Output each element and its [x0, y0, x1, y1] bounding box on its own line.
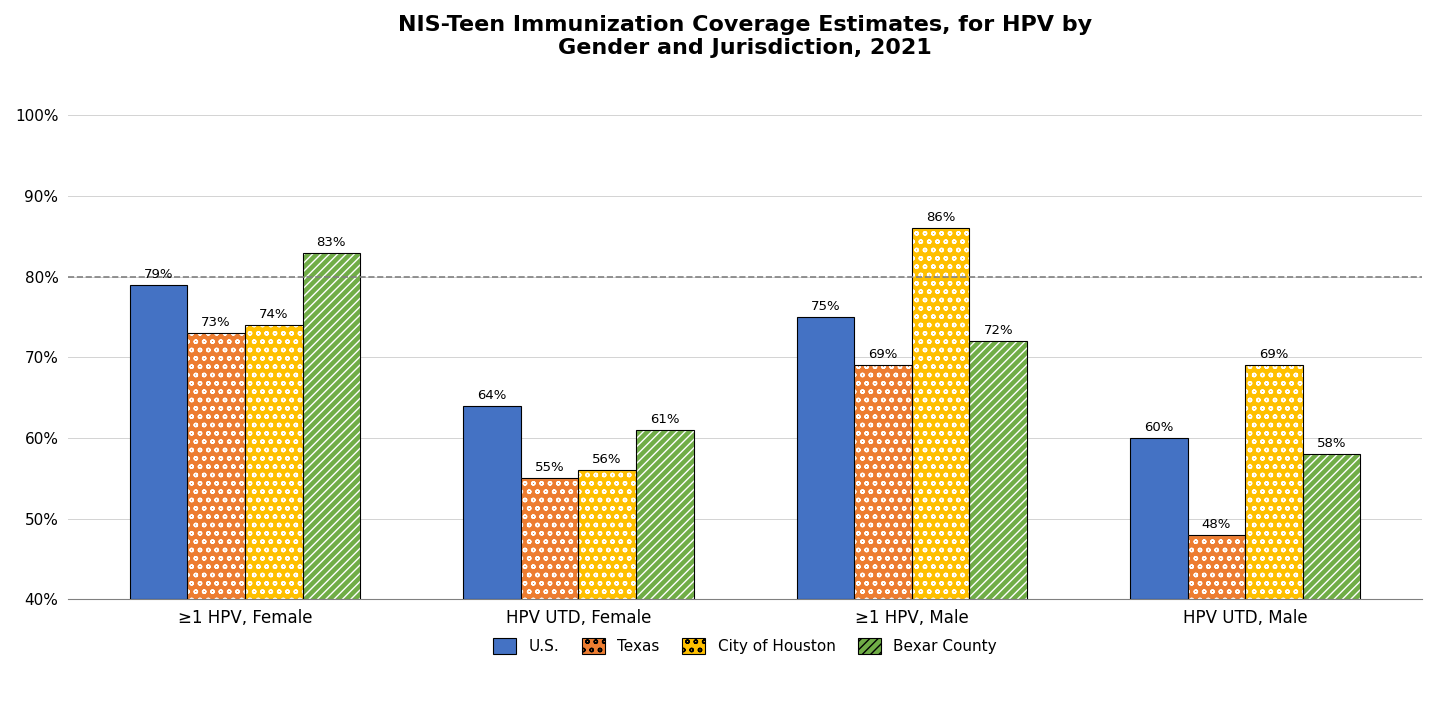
Text: 72%: 72%	[983, 324, 1013, 337]
Bar	[854, 366, 912, 600]
Bar	[1303, 454, 1361, 600]
Text: 55%: 55%	[535, 461, 565, 474]
Bar	[970, 341, 1027, 600]
Bar	[1246, 366, 1303, 600]
Bar	[637, 430, 694, 600]
Text: 69%: 69%	[868, 348, 898, 361]
Bar	[578, 471, 637, 600]
Bar	[1246, 366, 1303, 600]
Bar	[244, 325, 303, 600]
Text: 83%: 83%	[316, 236, 346, 248]
Bar	[520, 478, 578, 600]
Bar	[187, 333, 244, 600]
Bar	[970, 341, 1027, 600]
Bar	[1188, 535, 1246, 600]
Bar	[187, 333, 244, 600]
Bar	[520, 478, 578, 600]
Text: 58%: 58%	[1316, 437, 1346, 451]
Bar	[1303, 454, 1361, 600]
Text: 69%: 69%	[1259, 348, 1289, 361]
Bar	[637, 430, 694, 600]
Text: 56%: 56%	[592, 453, 622, 466]
Text: 79%: 79%	[144, 268, 174, 281]
Bar	[854, 366, 912, 600]
Text: 61%: 61%	[650, 413, 680, 426]
Bar	[1129, 438, 1188, 600]
Bar	[1188, 535, 1246, 600]
Bar	[244, 325, 303, 600]
Text: 64%: 64%	[477, 389, 507, 402]
Bar	[912, 228, 970, 600]
Bar	[129, 285, 187, 600]
Text: 86%: 86%	[925, 211, 956, 224]
Title: NIS-Teen Immunization Coverage Estimates, for HPV by
Gender and Jurisdiction, 20: NIS-Teen Immunization Coverage Estimates…	[398, 15, 1092, 59]
Text: 73%: 73%	[201, 316, 231, 329]
Text: 74%: 74%	[259, 308, 289, 321]
Text: 60%: 60%	[1144, 421, 1174, 434]
Bar	[303, 253, 361, 600]
Bar	[912, 228, 970, 600]
Bar	[303, 253, 361, 600]
Text: 75%: 75%	[810, 300, 841, 313]
Bar	[796, 317, 854, 600]
Bar	[463, 406, 520, 600]
Bar	[578, 471, 637, 600]
Text: 48%: 48%	[1201, 518, 1232, 531]
Legend: U.S., Texas, City of Houston, Bexar County: U.S., Texas, City of Houston, Bexar Coun…	[487, 632, 1003, 660]
